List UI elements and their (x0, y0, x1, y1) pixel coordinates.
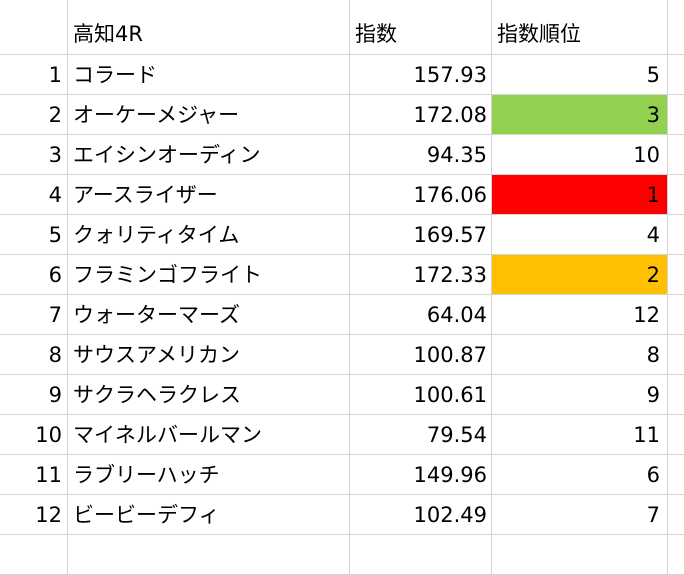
row-number-cell[interactable]: 5 (0, 215, 68, 255)
header-score-cell[interactable]: 指数 (350, 0, 492, 55)
empty-cell[interactable] (668, 375, 684, 415)
horse-name-cell[interactable]: アースライザー (68, 175, 350, 215)
table-row: 4 アースライザー 176.06 1 (0, 175, 684, 215)
table-row: 5 クォリティタイム 169.57 4 (0, 215, 684, 255)
row-number-cell[interactable]: 10 (0, 415, 68, 455)
score-cell[interactable]: 100.87 (350, 335, 492, 375)
score-cell[interactable]: 157.93 (350, 55, 492, 95)
row-number-cell[interactable]: 11 (0, 455, 68, 495)
table-row: 9 サクラヘラクレス 100.61 9 (0, 375, 684, 415)
rank-cell[interactable]: 9 (492, 375, 668, 415)
empty-cell[interactable] (68, 535, 350, 575)
horse-name-cell[interactable]: オーケーメジャー (68, 95, 350, 135)
horse-name-cell[interactable]: コラード (68, 55, 350, 95)
score-cell[interactable]: 172.08 (350, 95, 492, 135)
row-number-cell[interactable]: 12 (0, 495, 68, 535)
table-row: 6 フラミンゴフライト 172.33 2 (0, 255, 684, 295)
table-row: 7 ウォーターマーズ 64.04 12 (0, 295, 684, 335)
score-cell[interactable]: 100.61 (350, 375, 492, 415)
rank-cell[interactable]: 6 (492, 455, 668, 495)
table-row: 11 ラブリーハッチ 149.96 6 (0, 455, 684, 495)
horse-name-cell[interactable]: ラブリーハッチ (68, 455, 350, 495)
empty-cell[interactable] (668, 135, 684, 175)
empty-cell[interactable] (668, 175, 684, 215)
header-row: 高知4R 指数 指数順位 (0, 0, 684, 55)
rank-cell[interactable]: 5 (492, 55, 668, 95)
row-number-cell[interactable]: 8 (0, 335, 68, 375)
horse-name-cell[interactable]: サウスアメリカン (68, 335, 350, 375)
header-rank-cell[interactable]: 指数順位 (492, 0, 668, 55)
table-row: 3 エイシンオーディン 94.35 10 (0, 135, 684, 175)
empty-cell[interactable] (668, 495, 684, 535)
table-row: 2 オーケーメジャー 172.08 3 (0, 95, 684, 135)
rank-cell[interactable]: 4 (492, 215, 668, 255)
row-number-cell[interactable]: 6 (0, 255, 68, 295)
horse-name-cell[interactable]: ビービーデフィ (68, 495, 350, 535)
empty-cell[interactable] (668, 255, 684, 295)
rank-cell[interactable]: 1 (492, 175, 668, 215)
table-row (0, 535, 684, 575)
rank-cell[interactable]: 12 (492, 295, 668, 335)
table-row: 8 サウスアメリカン 100.87 8 (0, 335, 684, 375)
horse-name-cell[interactable]: サクラヘラクレス (68, 375, 350, 415)
row-number-cell[interactable]: 3 (0, 135, 68, 175)
score-cell[interactable]: 172.33 (350, 255, 492, 295)
score-cell[interactable]: 176.06 (350, 175, 492, 215)
score-cell[interactable]: 79.54 (350, 415, 492, 455)
horse-name-cell[interactable]: ウォーターマーズ (68, 295, 350, 335)
empty-cell[interactable] (668, 415, 684, 455)
table-row: 10 マイネルバールマン 79.54 11 (0, 415, 684, 455)
horse-name-cell[interactable]: マイネルバールマン (68, 415, 350, 455)
empty-cell[interactable] (668, 55, 684, 95)
header-race-cell[interactable]: 高知4R (68, 0, 350, 55)
empty-cell[interactable] (668, 215, 684, 255)
horse-name-cell[interactable]: エイシンオーディン (68, 135, 350, 175)
empty-cell[interactable] (668, 0, 684, 55)
rank-cell[interactable]: 3 (492, 95, 668, 135)
header-corner-cell[interactable] (0, 0, 68, 55)
empty-cell[interactable] (668, 535, 684, 575)
row-number-cell[interactable]: 7 (0, 295, 68, 335)
table-row: 1 コラード 157.93 5 (0, 55, 684, 95)
table-row: 12 ビービーデフィ 102.49 7 (0, 495, 684, 535)
score-cell[interactable]: 169.57 (350, 215, 492, 255)
score-cell[interactable]: 102.49 (350, 495, 492, 535)
empty-cell[interactable] (0, 535, 68, 575)
rank-cell[interactable]: 7 (492, 495, 668, 535)
score-cell[interactable]: 64.04 (350, 295, 492, 335)
horse-name-cell[interactable]: クォリティタイム (68, 215, 350, 255)
empty-cell[interactable] (668, 95, 684, 135)
empty-cell[interactable] (350, 535, 492, 575)
empty-cell[interactable] (668, 335, 684, 375)
empty-cell[interactable] (668, 455, 684, 495)
empty-cell[interactable] (668, 295, 684, 335)
row-number-cell[interactable]: 4 (0, 175, 68, 215)
row-number-cell[interactable]: 2 (0, 95, 68, 135)
empty-cell[interactable] (492, 535, 668, 575)
horse-name-cell[interactable]: フラミンゴフライト (68, 255, 350, 295)
score-cell[interactable]: 149.96 (350, 455, 492, 495)
score-cell[interactable]: 94.35 (350, 135, 492, 175)
row-number-cell[interactable]: 1 (0, 55, 68, 95)
rank-cell[interactable]: 2 (492, 255, 668, 295)
rank-cell[interactable]: 10 (492, 135, 668, 175)
rank-cell[interactable]: 11 (492, 415, 668, 455)
rank-cell[interactable]: 8 (492, 335, 668, 375)
row-number-cell[interactable]: 9 (0, 375, 68, 415)
